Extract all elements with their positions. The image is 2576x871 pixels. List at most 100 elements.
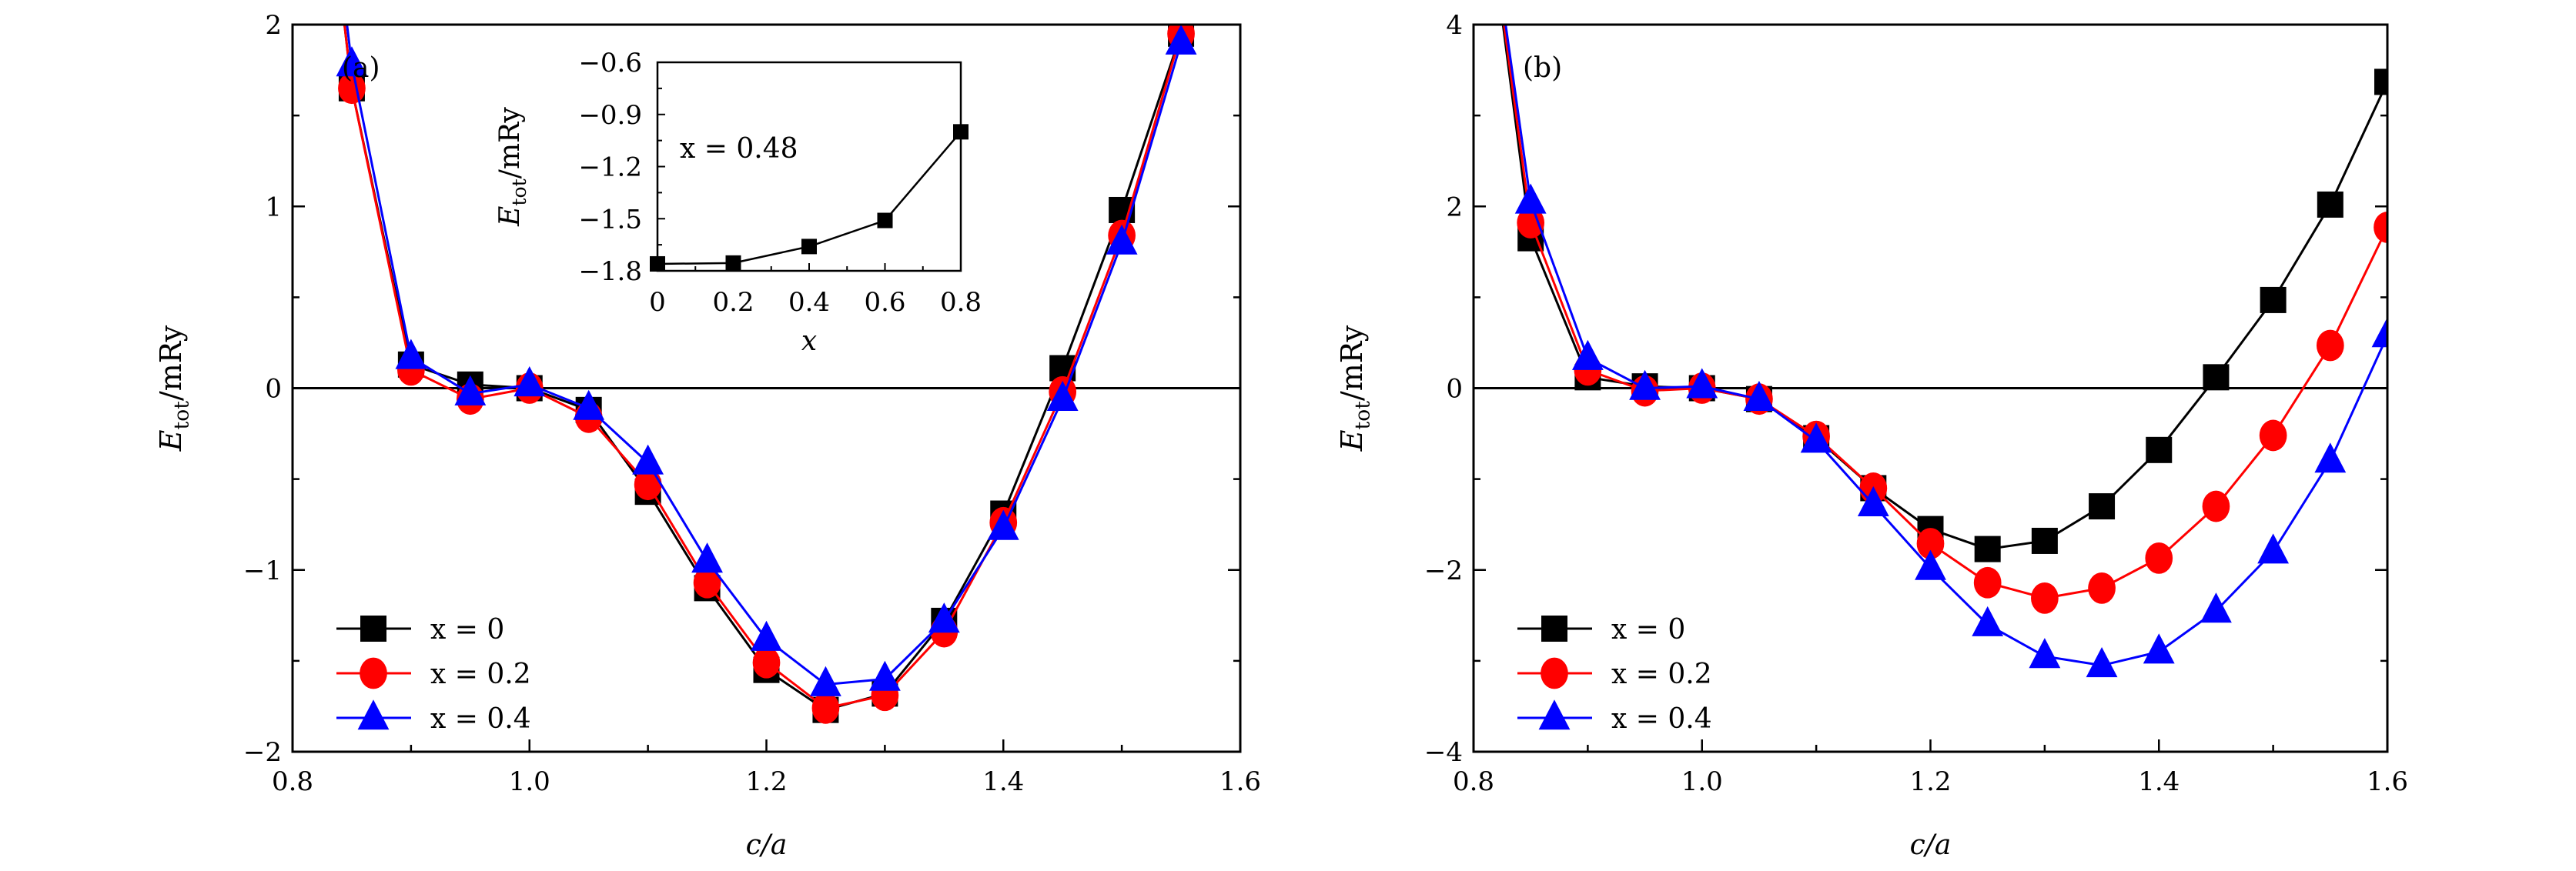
inset: −1.8 −1.5 −1.2 −0.9 −0.6 0 0.2 0.4 0.6 0.8 x = 0.4… [494, 48, 982, 357]
inset-x-tick-label: 0.8 [940, 287, 982, 318]
inset-x-tick-label: 0.2 [712, 287, 754, 318]
data-point [1686, 368, 1718, 399]
series-triangle [336, 25, 1197, 696]
data-point [1165, 25, 1197, 55]
data-point [2257, 533, 2290, 564]
data-point [987, 509, 1019, 540]
data-point [1571, 339, 1604, 370]
data-point [2029, 638, 2061, 669]
legend-label: x = 0.2 [430, 659, 531, 690]
x-axis-label: c/a [1910, 829, 1952, 861]
data-point [1046, 380, 1079, 411]
data-point [454, 375, 487, 405]
inset-y-tick-label: −0.9 [578, 100, 642, 131]
data-point [2371, 317, 2387, 348]
data-point [1514, 183, 1547, 214]
data-point [2374, 68, 2387, 95]
x-tick-label: 1.2 [745, 766, 787, 797]
data-point [2203, 364, 2230, 391]
inset-y-tick-label: −0.6 [578, 48, 642, 78]
inset-x-label: x [801, 325, 817, 357]
panel-b: −4 −2 0 2 4 0.8 1.0 1.2 1.4 1.6 x = 0 x = 0.2 x = 0.… [1335, 10, 2408, 861]
x-tick-label: 0.8 [272, 766, 313, 797]
inset-y-tick-label: −1.5 [578, 204, 642, 235]
inset-x-tick-label: 0.6 [864, 287, 905, 318]
data-point [1972, 606, 2004, 636]
data-point [691, 542, 723, 573]
legend-label: x = 0.4 [430, 703, 531, 735]
data-point [573, 389, 605, 420]
data-point [1916, 528, 1945, 559]
inset-y-label: Etot/mRy [494, 106, 530, 226]
inset-x-tick-label: 0.4 [788, 287, 830, 318]
y-axis-label: Etot/mRy [1335, 325, 1375, 452]
inset-y-tick-label: −1.2 [578, 152, 642, 183]
y-tick-label: 1 [265, 192, 282, 222]
series-line [1501, 25, 2387, 551]
legend-marker [1538, 699, 1571, 730]
data-point [1915, 549, 1946, 580]
inset-data-point [650, 255, 665, 272]
series-line [1503, 25, 2387, 599]
data-point [810, 666, 841, 696]
inset-x-tick-label: 0 [649, 287, 666, 318]
data-point [2260, 286, 2287, 313]
data-point [2202, 490, 2230, 522]
data-point [2146, 436, 2173, 463]
data-point [1743, 380, 1775, 411]
data-point [514, 365, 546, 397]
data-point [1629, 369, 1661, 400]
panel-label: (a) [342, 52, 380, 84]
data-point [632, 444, 664, 475]
data-point [2145, 542, 2173, 574]
inset-data-point [953, 124, 969, 140]
inset-annotation: x = 0.48 [680, 133, 798, 165]
data-point [868, 660, 901, 691]
y-tick-label: −2 [1424, 556, 1463, 586]
legend-label: x = 0.4 [1611, 703, 1712, 735]
data-point [751, 620, 782, 651]
inset-data-point [801, 239, 817, 255]
inset-y-tick-label: −1.8 [578, 256, 642, 287]
data-point [693, 566, 721, 599]
legend-marker [360, 616, 386, 642]
data-point [2143, 633, 2175, 664]
series-line [346, 25, 1183, 686]
x-tick-label: 1.6 [2367, 766, 2408, 797]
data-point [2316, 329, 2344, 362]
data-point [2314, 442, 2347, 473]
legend-marker [357, 699, 390, 730]
y-tick-label: 4 [1446, 10, 1463, 41]
x-tick-label: 1.2 [1909, 766, 1951, 797]
data-point [2031, 527, 2058, 554]
y-tick-label: −4 [1424, 737, 1463, 768]
data-point [928, 602, 960, 633]
data-point [634, 469, 662, 501]
data-point [2089, 493, 2116, 520]
y-tick-label: −1 [243, 556, 282, 586]
series-triangle [1504, 25, 2387, 678]
data-point [336, 46, 368, 77]
data-point [2317, 191, 2343, 218]
legend-label: x = 0 [1611, 614, 1685, 646]
data-point [1517, 207, 1545, 239]
inset-data-point [877, 212, 893, 229]
data-point [2031, 582, 2059, 614]
x-tick-label: 1.4 [2138, 766, 2180, 797]
data-point [2088, 572, 2116, 604]
inset-data-point [725, 255, 741, 271]
y-tick-label: −2 [243, 737, 282, 768]
x-tick-label: 1.4 [982, 766, 1024, 797]
series-line [343, 25, 1183, 709]
data-point [2259, 419, 2287, 452]
series-square [1501, 25, 2387, 562]
data-point [1973, 566, 2002, 599]
data-point [1106, 224, 1138, 255]
legend-marker [360, 657, 387, 689]
legend-marker [1541, 616, 1567, 642]
plot-frame [1472, 23, 2389, 753]
data-point [2200, 592, 2232, 623]
y-tick-label: 0 [1446, 374, 1463, 405]
x-tick-label: 0.8 [1453, 766, 1494, 797]
